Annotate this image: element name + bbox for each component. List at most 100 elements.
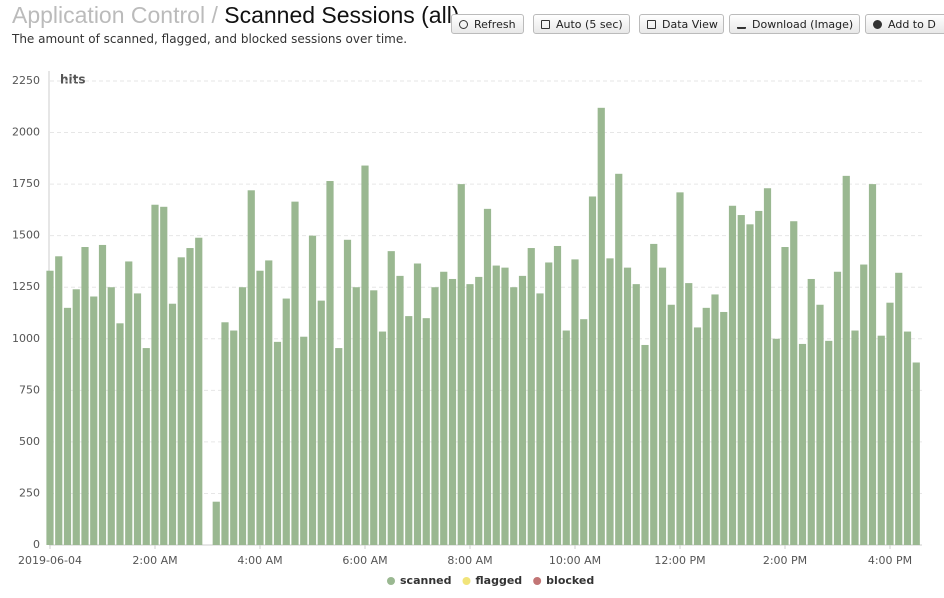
bar (562, 330, 570, 545)
x-tick-label: 2019-06-04 (18, 554, 82, 567)
bar (737, 215, 745, 546)
bar (711, 294, 719, 545)
y-tick-label: 2000 (12, 126, 40, 139)
bar (212, 501, 220, 545)
bar (326, 181, 334, 546)
bar (623, 267, 632, 545)
bar (370, 290, 378, 545)
bar (606, 258, 614, 545)
bar (798, 343, 807, 545)
bar (877, 335, 885, 545)
bar (868, 184, 877, 545)
x-tick-label: 4:00 PM (868, 554, 912, 567)
legend-marker (533, 577, 542, 585)
separator: / (211, 2, 218, 28)
bar (475, 276, 483, 545)
bar (457, 184, 465, 545)
bar (431, 287, 439, 545)
button-label: Add to D (888, 18, 936, 31)
bar (300, 336, 308, 545)
bar (728, 205, 737, 545)
bar (387, 251, 395, 545)
bar (440, 271, 448, 545)
bar (527, 248, 535, 546)
bar (676, 192, 684, 546)
bar (580, 319, 588, 545)
bar (107, 287, 115, 545)
data-view-button[interactable]: Data View (639, 14, 724, 34)
bar (98, 244, 107, 546)
bar (343, 239, 352, 545)
bar (772, 338, 780, 545)
bar (851, 330, 859, 545)
y-tick-label: 0 (33, 538, 40, 551)
bar (72, 289, 80, 545)
refresh-button[interactable]: Refresh (451, 14, 524, 34)
bar (221, 322, 229, 545)
bar (256, 270, 264, 545)
bar (160, 206, 168, 545)
legend-label: flagged (476, 574, 523, 587)
bar (685, 283, 693, 545)
legend-label: scanned (400, 574, 452, 587)
bar (763, 188, 772, 546)
button-label: Data View (662, 18, 718, 31)
button-label: Download (Image) (752, 18, 854, 31)
bar (63, 307, 72, 545)
subtitle: The amount of scanned, flagged, and bloc… (12, 32, 408, 46)
bar (186, 248, 194, 546)
download-button[interactable]: Download (Image) (729, 14, 860, 34)
button-label: Auto (5 sec) (556, 18, 623, 31)
y-axis-label: hits (60, 73, 86, 87)
y-tick-label: 2250 (12, 74, 40, 87)
bar (632, 284, 640, 545)
bar (790, 221, 798, 545)
x-tick-label: 2:00 PM (763, 554, 807, 567)
bar (693, 327, 702, 545)
legend-marker (462, 577, 471, 585)
y-tick-label: 500 (19, 435, 40, 448)
x-tick-label: 10:00 AM (549, 554, 601, 567)
bar (378, 331, 387, 545)
button-label: Refresh (474, 18, 516, 31)
bar (361, 165, 369, 545)
bar (903, 331, 912, 545)
bar (466, 284, 474, 545)
bar (448, 278, 457, 545)
bar (247, 190, 255, 545)
bar (396, 275, 404, 545)
legend-label: blocked (546, 574, 594, 587)
bar (641, 344, 649, 545)
bar (238, 287, 247, 545)
section: Application Control (12, 2, 206, 28)
bar (282, 298, 290, 545)
y-tick-label: 1250 (12, 280, 40, 293)
add-button[interactable]: Add to D (865, 14, 944, 34)
x-tick-label: 4:00 AM (237, 554, 282, 567)
bar (755, 210, 763, 546)
bar (195, 237, 203, 545)
title: Scanned Sessions (all) (224, 2, 460, 28)
bar (151, 204, 159, 545)
bar (895, 272, 903, 545)
y-tick-label: 750 (19, 383, 40, 396)
bar (492, 265, 500, 545)
bar (860, 264, 868, 545)
y-tick-label: 1750 (12, 177, 40, 190)
x-tick-label: 8:00 AM (447, 554, 492, 567)
bar (116, 323, 124, 545)
bar (81, 247, 89, 545)
bar (807, 278, 815, 545)
auto-button[interactable]: Auto (5 sec) (533, 14, 630, 34)
bar (55, 256, 63, 545)
bar (142, 348, 150, 545)
bar (265, 260, 273, 545)
bar (781, 247, 789, 545)
bar (886, 302, 894, 545)
bar (501, 267, 509, 545)
bar (746, 224, 754, 545)
bar (125, 261, 133, 545)
bar (317, 300, 325, 545)
bar (413, 263, 422, 545)
bar (177, 257, 185, 545)
